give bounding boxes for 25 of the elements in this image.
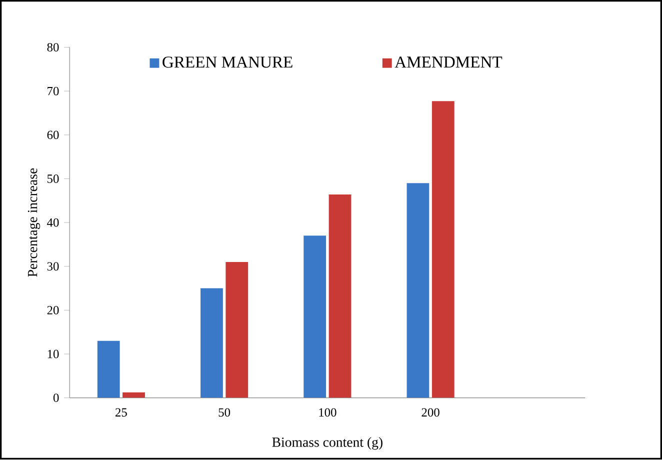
bar	[406, 183, 430, 398]
bar	[328, 194, 352, 398]
y-axis-title: Percentage increase	[28, 168, 40, 278]
bar	[200, 288, 223, 398]
x-tick-label: 50	[218, 408, 230, 417]
y-tick-label: 20	[47, 306, 59, 315]
bar	[304, 236, 326, 398]
legend-label: AMENDMENT	[394, 56, 502, 68]
y-tick-label: 40	[47, 218, 59, 227]
y-tick-label: 30	[47, 262, 59, 271]
bar	[432, 101, 454, 398]
bar	[97, 341, 120, 398]
y-tick-label: 0	[53, 394, 59, 402]
bar	[122, 392, 145, 398]
bar	[226, 262, 248, 398]
x-tick-label: 200	[422, 408, 440, 417]
y-tick-label: 60	[47, 130, 59, 140]
legend-label: GREEN MANURE	[162, 56, 292, 68]
y-tick-label: 10	[48, 350, 59, 358]
x-tick-label: 25	[116, 408, 127, 417]
y-tick-label: 70	[48, 87, 59, 96]
x-tick-label: 100	[319, 408, 336, 417]
y-tick-label: 80	[47, 43, 59, 52]
y-tick-label: 50	[47, 174, 59, 184]
x-axis-title: Biomass content (g)	[272, 437, 382, 450]
